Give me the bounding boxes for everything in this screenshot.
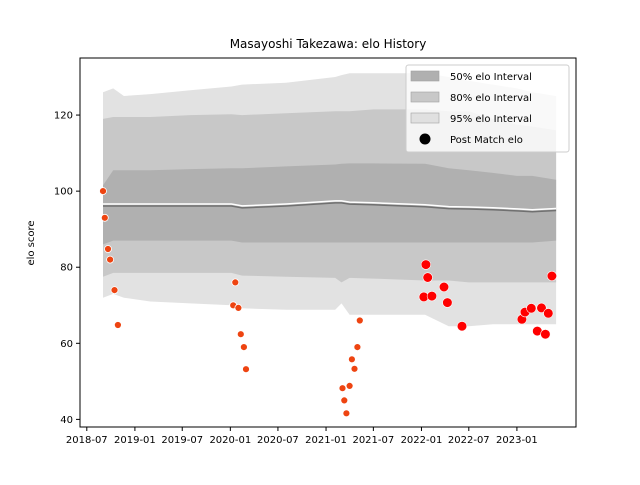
data-point-10: [239, 343, 248, 352]
data-point-14: [342, 409, 351, 418]
data-point-26: [456, 321, 468, 332]
data-point-22: [422, 272, 433, 283]
data-point-3: [106, 255, 114, 264]
data-point-7: [231, 278, 240, 287]
y-tick-label-4: 120: [54, 111, 73, 122]
legend-marker-3: [419, 133, 431, 145]
data-point-12: [338, 384, 347, 393]
legend-label-2: 95% elo Interval: [450, 114, 532, 125]
data-point-31: [536, 302, 547, 314]
y-axis-label: elo score: [26, 220, 37, 265]
legend-label-0: 50% elo Interval: [450, 72, 532, 83]
legend-swatch-0: [410, 70, 440, 82]
data-point-2: [104, 245, 112, 253]
x-tick-label-1: 2019-01: [114, 435, 156, 446]
data-point-32: [540, 329, 551, 340]
x-tick-label-4: 2020-07: [257, 435, 299, 446]
data-point-25: [442, 297, 453, 308]
y-tick-label-2: 80: [60, 263, 73, 274]
data-point-23: [426, 291, 438, 302]
data-point-0: [99, 187, 107, 196]
mean-line: [103, 200, 557, 211]
data-point-9: [236, 330, 245, 339]
data-point-21: [420, 259, 432, 270]
data-point-33: [543, 308, 554, 319]
x-tick-label-0: 2018-07: [66, 435, 108, 446]
data-point-16: [347, 355, 356, 364]
data-point-18: [353, 343, 362, 352]
legend-label-1: 80% elo Interval: [450, 93, 532, 104]
x-tick-label-8: 2022-07: [448, 435, 490, 446]
legend: 50% elo Interval 80% elo Interval 95% elo …: [405, 64, 570, 153]
y-tick-label-0: 40: [60, 415, 73, 426]
data-point-19: [355, 316, 364, 325]
x-tick-label-7: 2022-01: [401, 435, 443, 446]
data-point-24: [438, 281, 450, 293]
legend-swatch-1: [410, 91, 440, 103]
legend-label-3: Post Match elo: [450, 135, 523, 146]
x-tick-label-5: 2021-01: [305, 435, 347, 446]
data-point-15: [345, 381, 354, 390]
legend-box: [405, 64, 570, 153]
mean-dark-line: [103, 202, 557, 213]
y-tick-label-3: 100: [54, 187, 73, 198]
data-point-13: [340, 396, 349, 405]
axes-frame: [79, 57, 577, 428]
x-tick-label-3: 2020-01: [209, 435, 251, 446]
data-point-8: [234, 303, 243, 312]
data-point-1: [100, 213, 109, 222]
data-point-5: [114, 321, 122, 329]
data-point-17: [350, 364, 359, 373]
x-tick-label-2: 2019-07: [161, 435, 203, 446]
data-point-11: [242, 365, 250, 374]
x-tick-label-6: 2021-07: [352, 435, 394, 446]
x-tick-label-9: 2023-01: [496, 435, 538, 446]
data-point-29: [526, 303, 537, 314]
data-point-4: [110, 286, 119, 295]
legend-swatch-2: [410, 112, 440, 124]
data-point-34: [546, 270, 558, 282]
y-tick-label-1: 60: [60, 339, 73, 350]
axes: 2018-07 2019-01 2019-07 2020-01 2020-07 2021-…: [54, 57, 577, 446]
chart-title: Masayoshi Takezawa: elo History: [230, 37, 427, 51]
